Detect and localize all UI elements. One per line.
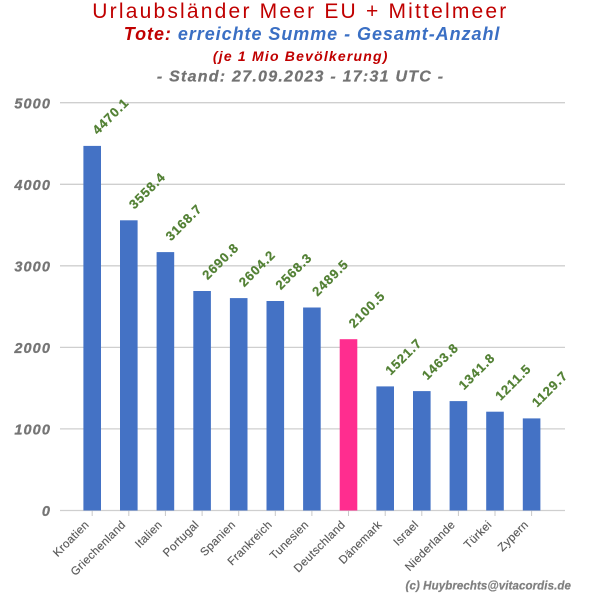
svg-text:1000: 1000: [14, 423, 51, 439]
svg-text:(je 1 Mio Bevölkerung): (je 1 Mio Bevölkerung): [213, 48, 389, 64]
svg-text:3000: 3000: [14, 260, 51, 276]
svg-text:4000: 4000: [13, 178, 51, 194]
svg-text:Urlaubsländer Meer EU + Mittel: Urlaubsländer Meer EU + Mittelmeer: [92, 0, 508, 23]
svg-text:- Stand: 27.09.2023 - 17:31 UT: - Stand: 27.09.2023 - 17:31 UTC -: [157, 69, 445, 86]
svg-text:2000: 2000: [13, 341, 51, 357]
svg-text:(c) Huybrechts@vitacordis.de: (c) Huybrechts@vitacordis.de: [406, 581, 572, 593]
svg-text:Tote: erreichte Summe - Gesamt: Tote: erreichte Summe - Gesamt-Anzahl: [124, 24, 501, 44]
svg-text:0: 0: [42, 504, 51, 520]
svg-text:5000: 5000: [14, 96, 51, 112]
